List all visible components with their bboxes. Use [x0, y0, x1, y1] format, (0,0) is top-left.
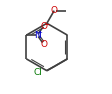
Text: +: + [37, 30, 42, 36]
Text: N: N [34, 31, 41, 40]
Text: −: − [43, 20, 49, 29]
Text: O: O [40, 22, 47, 31]
Text: O: O [51, 6, 58, 15]
Text: O: O [40, 40, 47, 49]
Text: Cl: Cl [34, 68, 43, 77]
